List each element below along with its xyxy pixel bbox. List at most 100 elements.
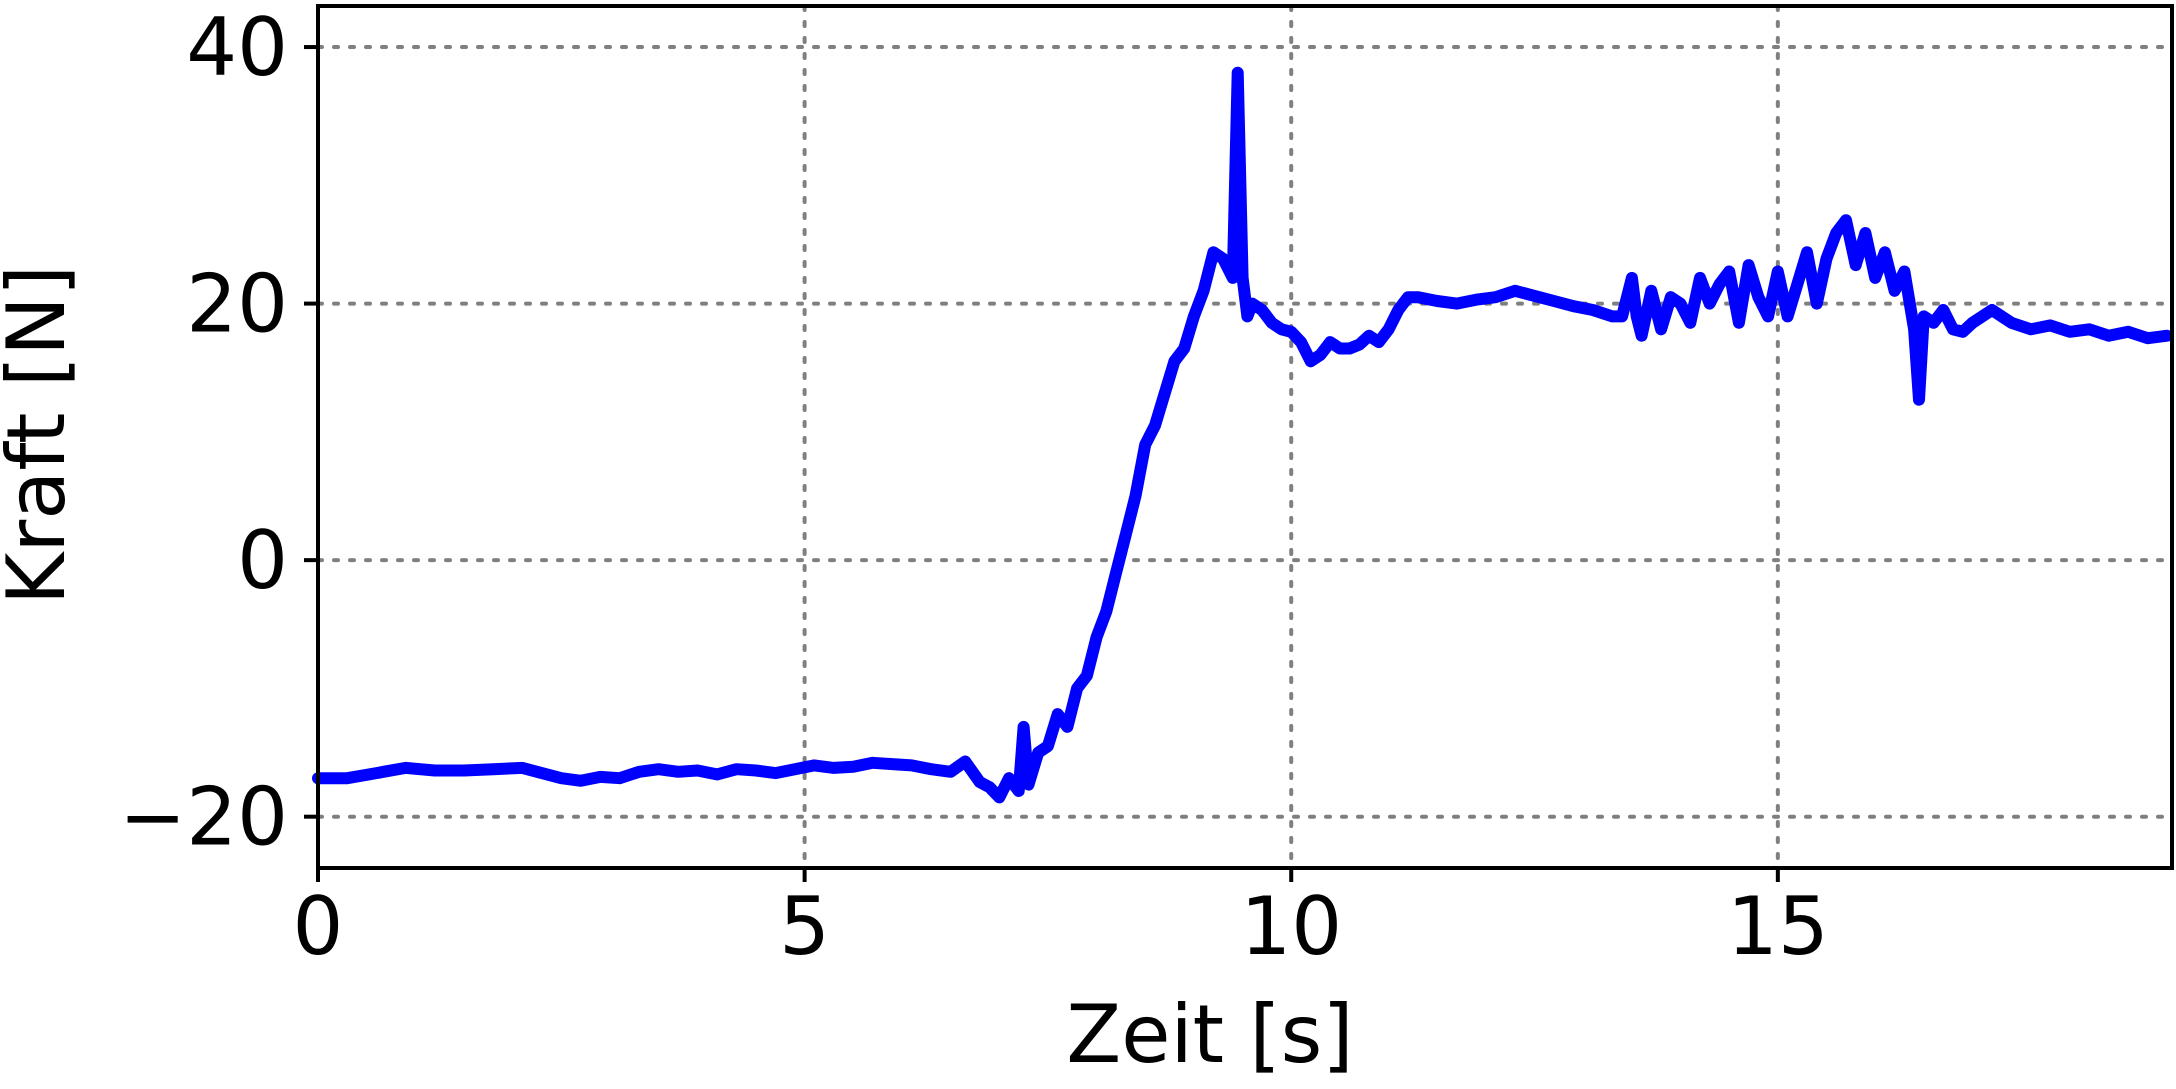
data-point: [2067, 329, 2072, 334]
data-point: [909, 763, 914, 768]
data-point: [1191, 314, 1196, 319]
y-tick-label: 0: [237, 514, 288, 607]
data-point: [1805, 250, 1809, 255]
y-tick-label: 40: [186, 1, 288, 94]
x-tick-label: 5: [779, 880, 830, 973]
data-point: [1990, 308, 1994, 312]
data-point: [1639, 333, 1644, 338]
data-point: [1921, 314, 1926, 319]
data-point: [1532, 293, 1537, 298]
data-point: [1230, 275, 1235, 280]
data-point: [374, 771, 379, 776]
data-point: [1328, 340, 1333, 345]
data-point: [1396, 308, 1401, 312]
data-point: [1853, 263, 1858, 268]
data-point: [1756, 295, 1761, 300]
data-point: [754, 768, 758, 773]
data-point: [1951, 327, 1955, 332]
data-point: [676, 769, 681, 774]
data-point: [1892, 288, 1897, 293]
data-point: [1785, 314, 1790, 319]
data-point: [520, 765, 525, 770]
data-point: [1960, 329, 1965, 334]
data-point: [1114, 571, 1118, 575]
data-point: [851, 764, 856, 769]
data-point: [1075, 686, 1080, 691]
data-point: [1571, 304, 1576, 309]
data-point: [2145, 336, 2150, 341]
data-point: [1094, 635, 1099, 640]
data-point: [734, 767, 739, 772]
data-point: [1021, 724, 1026, 729]
data-point: [2087, 327, 2092, 332]
data-point: [1882, 250, 1887, 255]
data-point: [1318, 352, 1323, 357]
data-point: [1474, 297, 1479, 302]
series-layer: [312, 66, 2174, 804]
y-tick-label: 20: [186, 258, 288, 351]
data-point: [1775, 269, 1780, 274]
data-point: [1357, 342, 1362, 347]
data-point: [1415, 295, 1420, 300]
data-point: [345, 776, 350, 781]
data-point: [1707, 301, 1712, 306]
data-point: [1629, 275, 1634, 280]
data-point: [1834, 231, 1839, 235]
data-point: [1007, 776, 1011, 781]
data-point: [1688, 320, 1693, 325]
data-point: [1260, 308, 1264, 312]
data-point: [1055, 712, 1060, 717]
data-point: [1454, 301, 1459, 306]
data-point: [1289, 329, 1294, 334]
data-point: [948, 769, 953, 774]
data-point: [1172, 359, 1177, 364]
data-point: [1123, 532, 1128, 537]
data-point: [2126, 329, 2131, 334]
data-point: [1245, 314, 1250, 319]
data-point: [1736, 320, 1741, 325]
x-tick-label: 15: [1727, 880, 1829, 973]
data-point: [2048, 323, 2053, 328]
data-point: [1279, 327, 1284, 332]
data-point: [1299, 340, 1303, 345]
data-point: [1824, 256, 1829, 261]
data-point: [578, 778, 583, 783]
data-point: [715, 772, 719, 777]
data-point: [1863, 231, 1868, 235]
data-point: [1337, 346, 1342, 351]
data-point: [1814, 301, 1819, 306]
data-point: [1970, 320, 1975, 325]
data-point: [1308, 359, 1313, 364]
data-point: [1036, 750, 1041, 755]
data-point: [1435, 299, 1440, 303]
data-point: [773, 771, 778, 776]
data-point: [1065, 724, 1070, 729]
data-point: [1406, 295, 1410, 300]
data-point: [1084, 673, 1089, 678]
data-point: [1016, 789, 1021, 793]
data-point: [1045, 744, 1050, 749]
data-point: [812, 763, 817, 768]
data-point: [559, 776, 564, 781]
data-point: [617, 776, 622, 781]
data-point: [2009, 320, 2014, 325]
data-point: [1668, 295, 1673, 300]
data-point: [1678, 301, 1683, 306]
data-point: [1649, 288, 1654, 293]
data-point: [403, 765, 408, 770]
data-point: [2165, 333, 2170, 338]
data-point: [1221, 256, 1226, 261]
y-tick-label: −20: [119, 771, 288, 864]
data-point: [1727, 269, 1732, 274]
data-point: [1795, 282, 1800, 287]
data-point: [1620, 314, 1625, 319]
data-point: [1367, 333, 1372, 338]
data-point: [1917, 397, 1921, 402]
data-point: [637, 769, 642, 774]
data-point: [1211, 250, 1216, 255]
data-point: [1659, 327, 1664, 332]
data-point: [1386, 327, 1391, 332]
data-point: [1153, 423, 1157, 428]
